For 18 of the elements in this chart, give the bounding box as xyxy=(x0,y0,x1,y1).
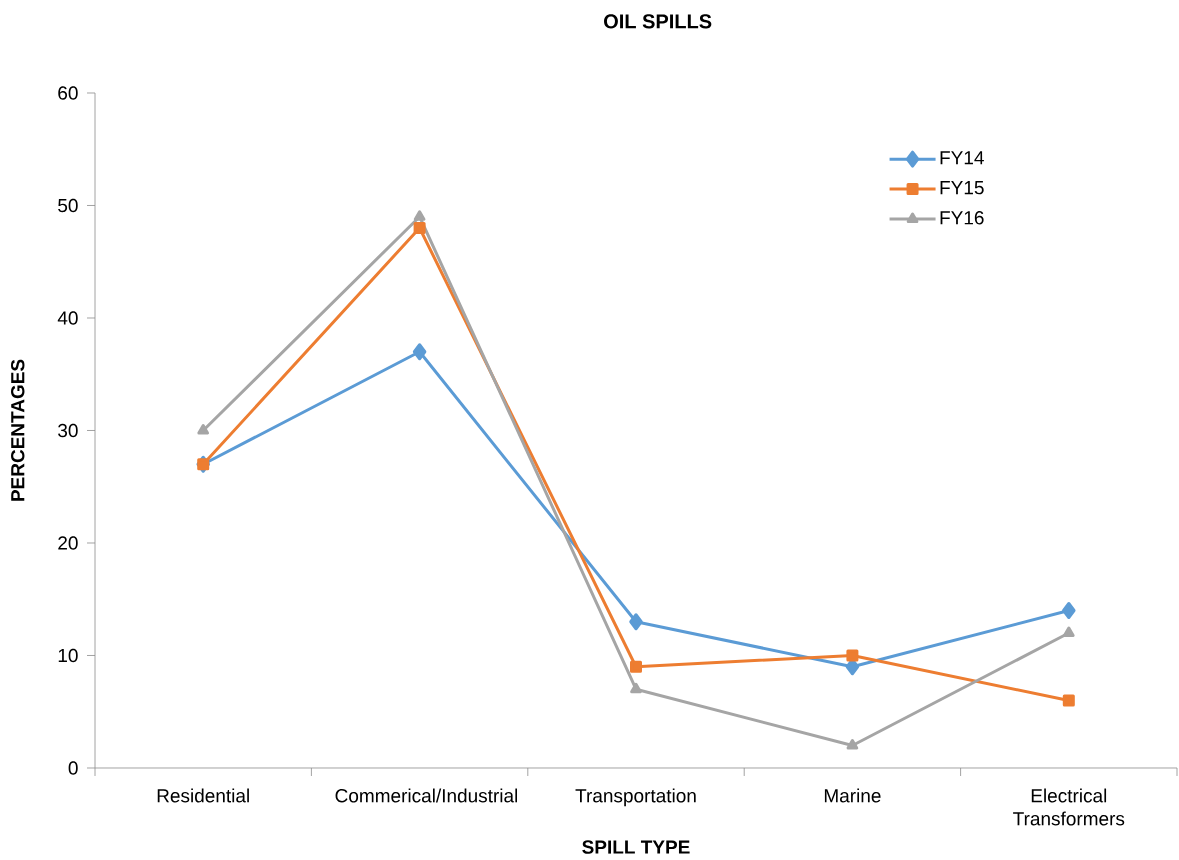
y-tick-label: 20 xyxy=(58,536,78,550)
y-tick-label: 60 xyxy=(58,86,78,100)
legend-label: FY15 xyxy=(940,181,984,195)
y-tick-label: 10 xyxy=(58,648,78,663)
x-tick-label: Marine xyxy=(824,788,881,803)
x-tick-label: Electrical Transformers xyxy=(1013,788,1125,826)
y-tick-label: 50 xyxy=(58,198,78,213)
y-tick-label: 0 xyxy=(68,761,78,775)
chart-title: OIL SPILLS xyxy=(604,14,712,29)
x-tick-label: Residential xyxy=(157,788,249,803)
y-tick-label: 30 xyxy=(58,423,78,438)
y-tick-label: 40 xyxy=(57,311,78,325)
x-tick-label: Transportation xyxy=(575,788,696,807)
x-axis-title: SPILL TYPE xyxy=(582,840,690,854)
y-axis-title: PERCENTAGES xyxy=(11,359,25,501)
x-tick-label: Commerical/Industrial xyxy=(335,788,518,803)
legend-label: FY14 xyxy=(940,151,984,165)
legend-label: FY16 xyxy=(940,210,984,225)
